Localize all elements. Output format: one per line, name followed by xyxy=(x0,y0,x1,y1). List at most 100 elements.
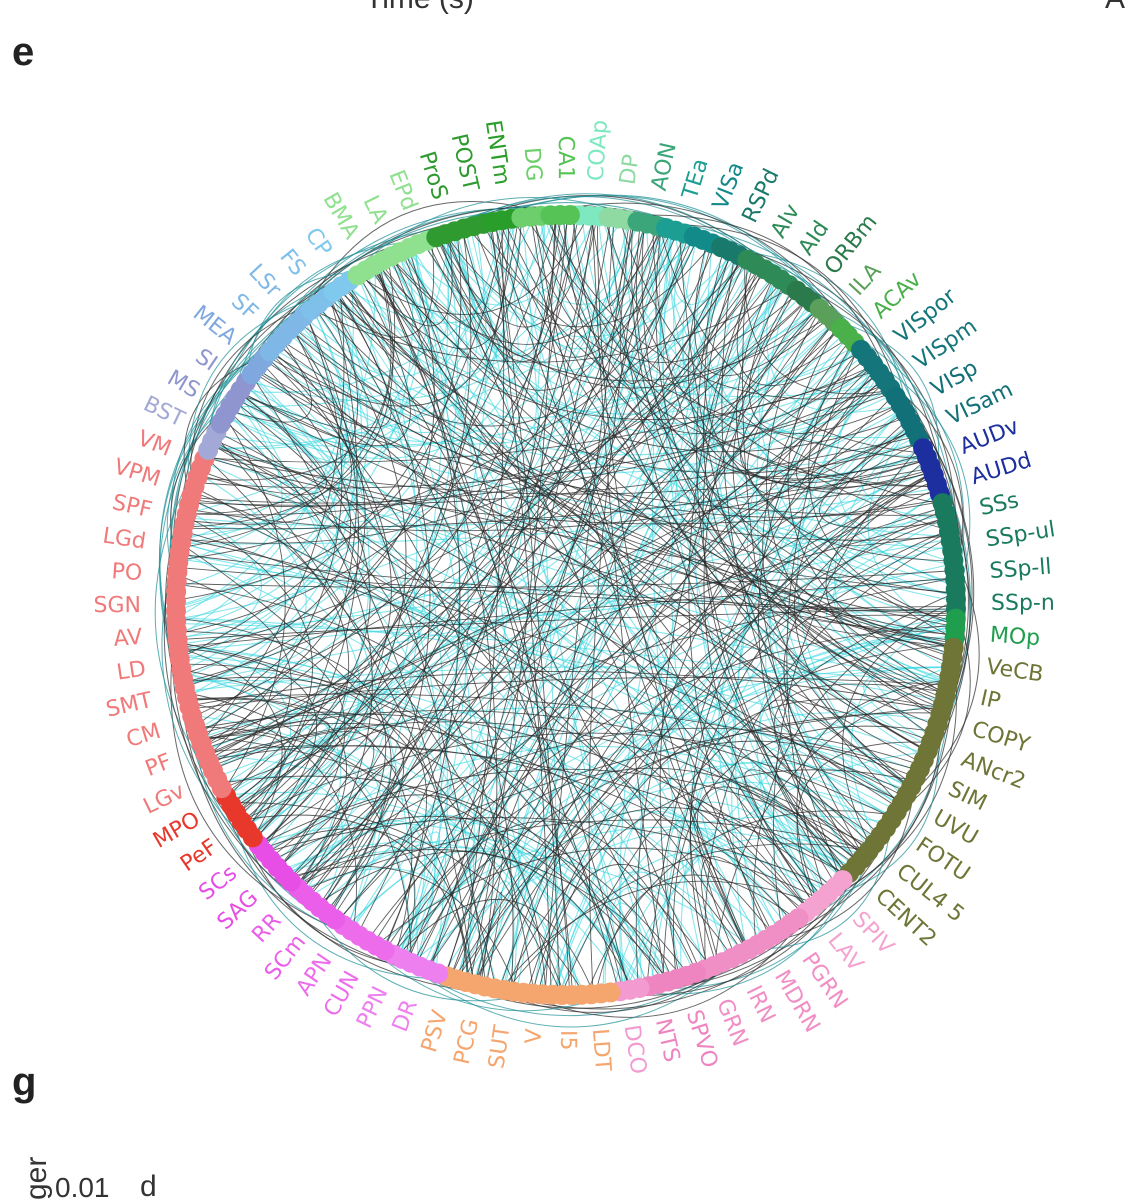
edge-dark xyxy=(237,361,864,806)
edge-dark xyxy=(744,769,874,894)
region-label-si: SI xyxy=(191,344,222,376)
edge-dark xyxy=(528,531,944,988)
region-label-dp: DP xyxy=(615,153,644,187)
region-label-pros: ProS xyxy=(414,149,452,203)
edge-dark xyxy=(206,710,888,816)
edge-dark xyxy=(512,740,911,986)
region-label-lgd: LGd xyxy=(101,524,147,555)
edge-cyan xyxy=(182,322,344,622)
edge-dark xyxy=(376,270,629,985)
region-label-ip: IP xyxy=(978,686,1003,715)
edge-dark xyxy=(183,643,708,963)
edge-dark xyxy=(591,221,950,621)
edge-dark xyxy=(596,874,792,988)
region-label-psv: PSV xyxy=(417,1008,453,1056)
region-label-sut: SUT xyxy=(484,1023,515,1070)
edge-dark xyxy=(605,222,950,637)
edge-dark xyxy=(347,288,699,966)
edge-dark xyxy=(267,828,469,977)
edge-dark xyxy=(409,240,688,957)
edge-dark xyxy=(465,807,842,976)
edge-cyan xyxy=(249,325,369,438)
edge-outer-arc xyxy=(759,778,916,944)
edge-dark xyxy=(470,221,556,978)
edge-dark xyxy=(475,231,676,358)
edge-dark xyxy=(299,220,561,882)
edge-cyan xyxy=(188,223,522,677)
edge-cyan xyxy=(443,240,911,439)
edge-dark xyxy=(406,385,882,955)
edge-dark xyxy=(211,371,872,463)
edge-cyan xyxy=(784,411,907,784)
region-label-dco: DCO xyxy=(619,1023,651,1076)
region-label-ssp-n: SSp-n xyxy=(991,591,1055,616)
panel-letter-g: g xyxy=(12,1060,37,1104)
region-label-pcg: PCG xyxy=(450,1017,484,1067)
edge-cyan xyxy=(765,426,907,860)
edge-dark xyxy=(259,295,392,429)
edge-dark xyxy=(189,268,394,528)
edge-dark xyxy=(635,382,880,983)
edge-outer-arc xyxy=(640,838,879,990)
edge-dark xyxy=(773,683,941,853)
node-ring xyxy=(166,205,966,1005)
edge-dark xyxy=(204,396,327,495)
cropped-tick-value-bottom: 0.01 xyxy=(55,1172,110,1203)
region-label-dr: DR xyxy=(388,996,423,1035)
edge-dark xyxy=(507,769,909,985)
edge-cyan xyxy=(313,838,663,978)
edge-cyan xyxy=(517,351,855,987)
edge-cyan xyxy=(187,298,362,669)
edge-dark xyxy=(235,395,371,801)
edge-dark xyxy=(652,230,929,734)
edge-dark xyxy=(218,440,495,983)
edge-dark xyxy=(501,226,938,704)
region-label-pf: PF xyxy=(142,749,175,782)
edge-dark xyxy=(195,501,771,931)
edge-dark xyxy=(786,353,857,890)
edge-dark xyxy=(510,843,863,986)
edge-cyan xyxy=(539,221,747,366)
region-label-sss: SSs xyxy=(977,488,1021,521)
edge-outer-arc xyxy=(230,239,429,407)
edge-dark xyxy=(211,456,922,495)
edge-dark xyxy=(213,262,741,758)
edge-dark xyxy=(203,269,392,481)
edge-outer-arc xyxy=(893,609,971,817)
edge-dark xyxy=(796,680,943,897)
edge-dark xyxy=(736,268,857,386)
edge-dark xyxy=(184,263,743,560)
edge-dark xyxy=(267,362,918,761)
edge-cyan xyxy=(255,377,442,960)
edge-dark xyxy=(274,382,880,856)
edge-dark xyxy=(429,245,864,848)
edge-dark xyxy=(448,221,557,357)
edge-dark xyxy=(192,340,845,516)
edge-cyan xyxy=(582,221,830,389)
edge-dark xyxy=(766,314,935,713)
edge-dark xyxy=(534,222,795,363)
edge-cyan xyxy=(185,553,873,838)
edge-dark xyxy=(202,713,830,885)
region-label-vpm: VPM xyxy=(111,454,164,492)
edge-cyan xyxy=(555,618,950,990)
edge-dark xyxy=(320,309,949,645)
region-label-mop: MOp xyxy=(989,623,1041,652)
edge-cyan xyxy=(623,752,921,985)
edge-dark xyxy=(758,353,857,871)
edge-dark xyxy=(193,461,923,532)
edge-outer-arc xyxy=(748,820,892,950)
edge-outer-arc xyxy=(625,860,862,995)
edge-dark xyxy=(808,346,950,624)
edge-dark xyxy=(205,519,941,739)
edge-dark xyxy=(182,584,622,986)
edge-dark xyxy=(206,722,741,948)
edge-cyan xyxy=(248,387,839,876)
edge-dark xyxy=(184,649,283,833)
edge-outer-arc xyxy=(189,300,323,498)
edge-dark xyxy=(186,547,560,990)
edge-dark xyxy=(544,226,630,989)
edge-cyan xyxy=(834,370,950,583)
edge-outer-arc xyxy=(831,319,939,482)
